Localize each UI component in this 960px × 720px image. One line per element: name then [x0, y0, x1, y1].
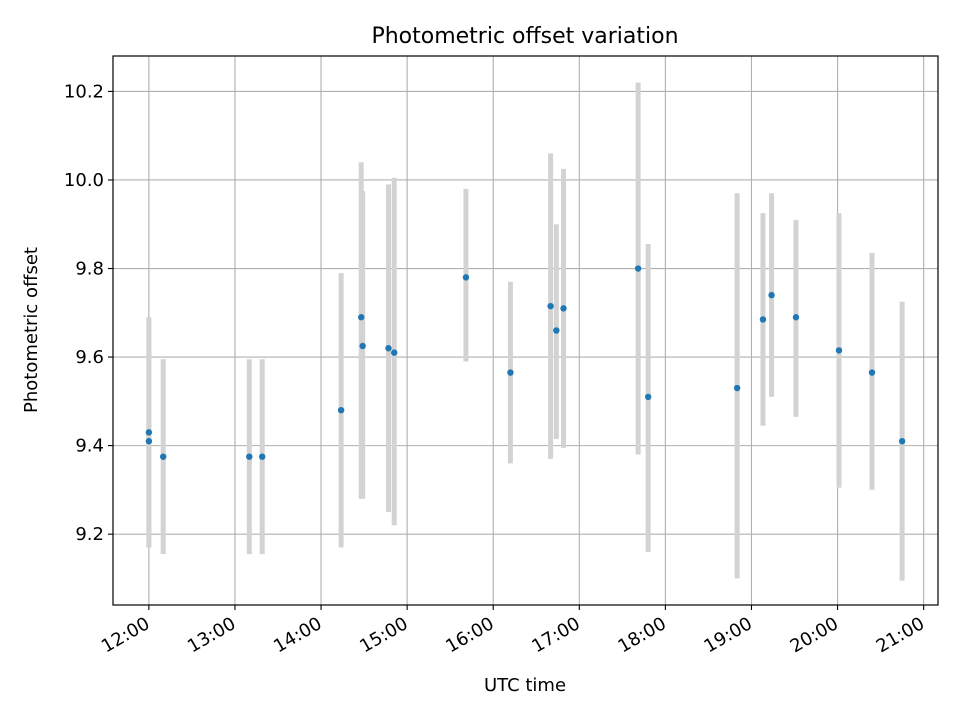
data-point — [634, 265, 642, 272]
data-point — [898, 437, 906, 445]
chart-title: Photometric offset variation — [371, 24, 678, 49]
data-point — [835, 347, 843, 354]
data-point — [145, 429, 153, 436]
y-tick-label: 9.4 — [75, 436, 104, 457]
data-point — [246, 453, 253, 460]
data-point — [868, 369, 876, 376]
data-point — [792, 314, 800, 321]
data-points — [145, 265, 906, 460]
data-point — [337, 406, 345, 414]
data-point — [385, 345, 392, 352]
y-axis-label: Photometric offset — [21, 247, 42, 413]
data-point — [759, 316, 767, 323]
data-point — [644, 393, 652, 401]
data-point — [391, 349, 398, 356]
data-point — [358, 314, 365, 321]
data-point — [145, 437, 153, 445]
data-point — [560, 305, 567, 312]
plot-frame — [112, 55, 939, 606]
data-point — [160, 453, 167, 460]
y-tick-label: 9.6 — [75, 347, 104, 368]
data-point — [553, 327, 560, 334]
data-point — [768, 291, 775, 299]
y-tick-label: 10.2 — [64, 81, 104, 102]
y-tick-label: 9.8 — [75, 259, 104, 280]
data-point — [547, 302, 554, 310]
data-point — [359, 342, 366, 350]
x-axis-label: UTC time — [484, 675, 566, 696]
data-point — [507, 369, 514, 376]
y-tick-label: 10.0 — [64, 170, 104, 191]
y-tick-label: 9.2 — [75, 524, 104, 545]
data-point — [733, 384, 741, 392]
data-point — [259, 453, 266, 460]
data-point — [462, 274, 470, 281]
